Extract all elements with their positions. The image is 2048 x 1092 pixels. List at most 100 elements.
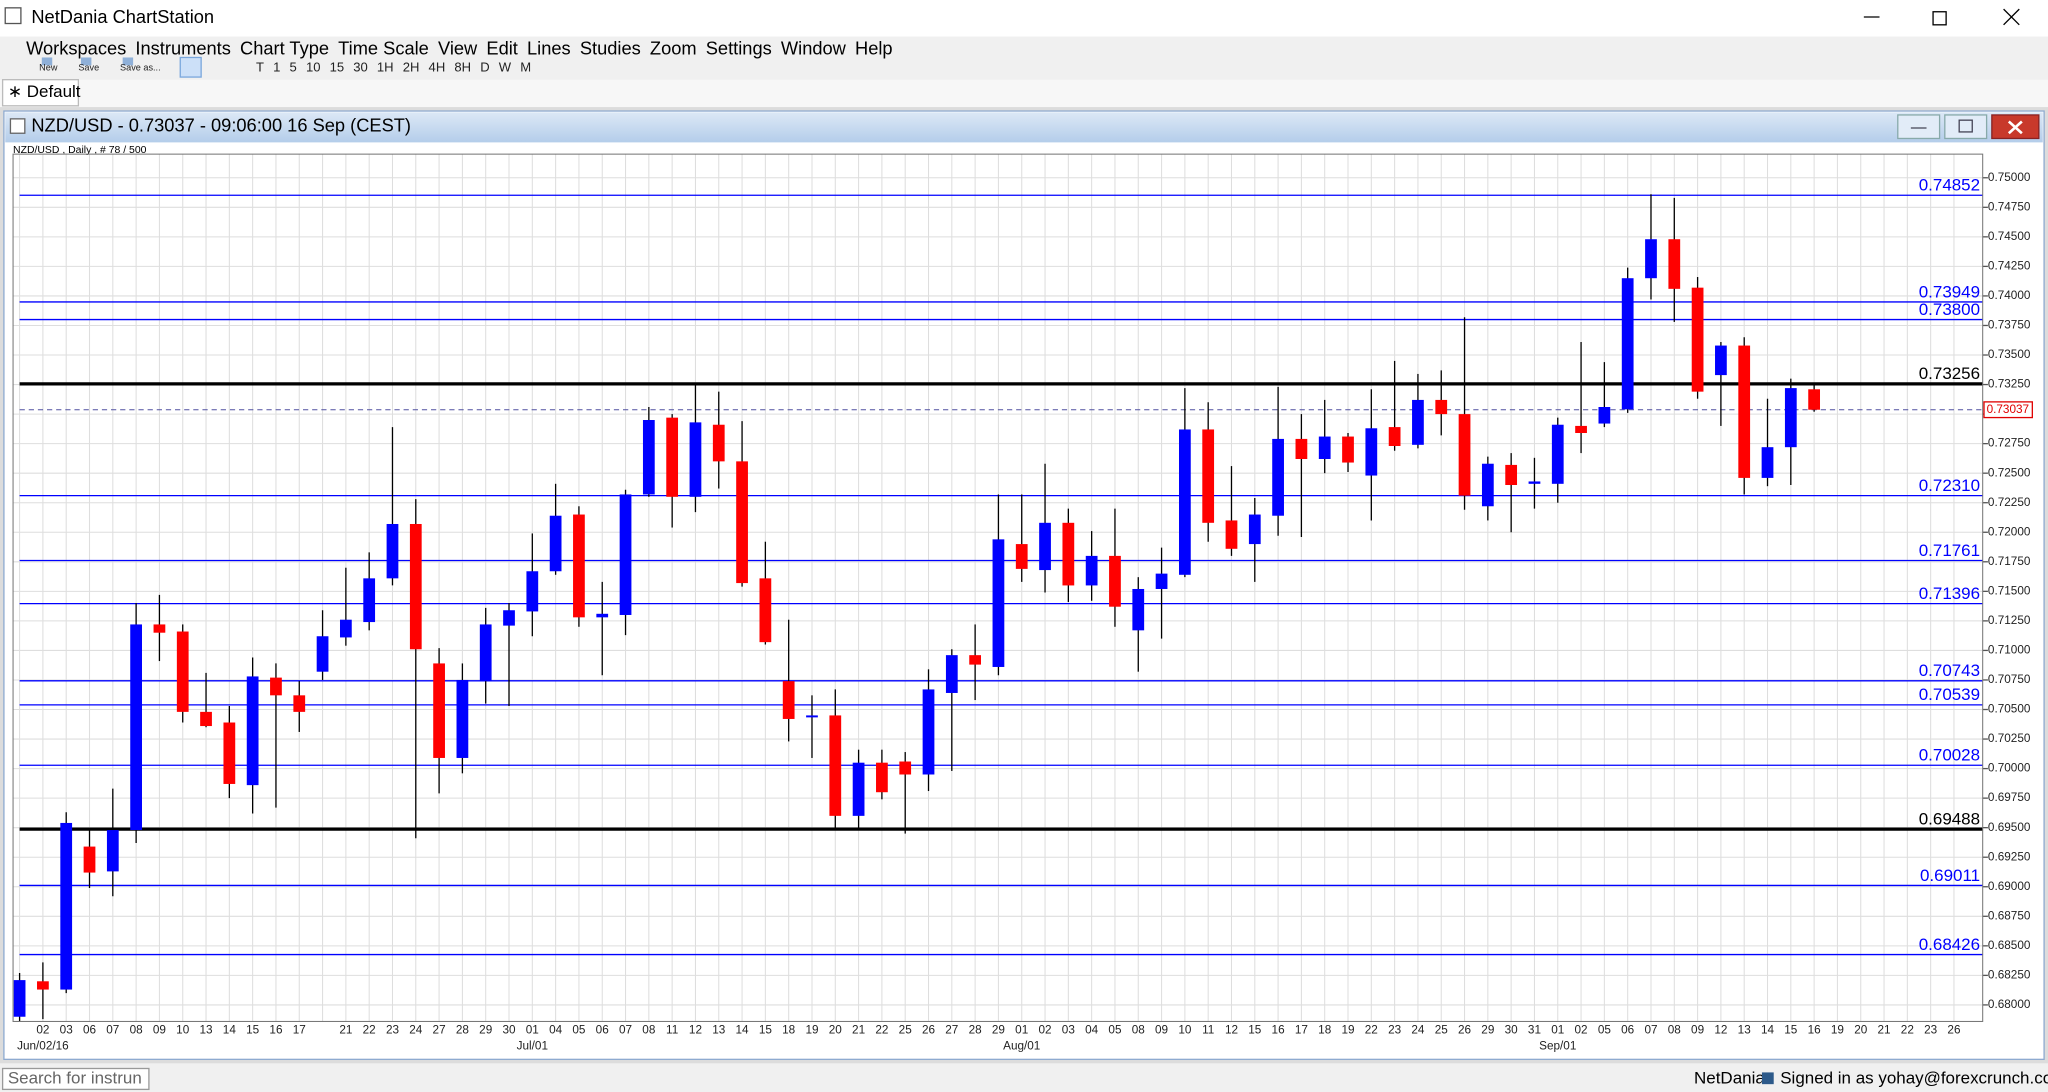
candle-body (1551, 424, 1564, 484)
timeframe-button[interactable]: T (256, 59, 264, 74)
x-tick-label: 17 (293, 1024, 306, 1037)
toolbar-icon[interactable] (80, 57, 92, 66)
x-tick-label: 12 (1714, 1024, 1727, 1037)
y-tick-label: 0.70250 (1988, 732, 2031, 745)
tab-label[interactable]: ∗ Default (8, 82, 81, 101)
restore-button[interactable] (1932, 11, 1947, 26)
timeframe-button[interactable]: 1H (377, 59, 394, 74)
menu-item[interactable]: Settings (706, 37, 772, 58)
tab[interactable] (1, 79, 80, 107)
level-label: 0.70028 (1919, 746, 1980, 765)
timeframe-button[interactable]: D (480, 59, 489, 74)
candle-body (666, 417, 679, 497)
search-box[interactable] (1, 1067, 150, 1091)
x-tick-label: 16 (1808, 1024, 1822, 1037)
toolbar-icon[interactable] (41, 57, 53, 66)
level-label: 0.71396 (1919, 584, 1980, 603)
timeframe-button[interactable]: W (499, 59, 512, 74)
x-tick-label: 16 (269, 1024, 283, 1037)
x-tick-label: 12 (689, 1024, 702, 1037)
y-tick-label: 0.72250 (1988, 496, 2031, 509)
candle-body (573, 514, 585, 618)
candle-body (106, 830, 119, 872)
brand: NetDania (1694, 1068, 1765, 1087)
candle-body (1155, 573, 1168, 589)
timeframe-button[interactable]: 30 (353, 59, 368, 74)
candle-body (1621, 278, 1634, 410)
candle-body (1062, 522, 1075, 586)
timeframe-button[interactable]: 5 (290, 59, 297, 74)
menu-item[interactable]: Workspaces (26, 37, 126, 58)
timeframe-button[interactable]: 2H (403, 59, 420, 74)
x-tick-label: 25 (1435, 1024, 1449, 1037)
x-tick-label: 03 (1062, 1024, 1076, 1037)
y-tick-label: 0.70000 (1988, 762, 2031, 775)
x-tick-label: 06 (596, 1024, 610, 1037)
x-tick-label: 31 (1528, 1024, 1541, 1037)
candle-body (339, 619, 352, 638)
menu-item[interactable]: View (438, 37, 478, 58)
x-tick-label: 27 (433, 1024, 446, 1037)
timeframe-button[interactable]: 10 (306, 59, 321, 74)
menu-item[interactable]: Chart Type (240, 37, 329, 58)
x-tick-label: 07 (619, 1024, 632, 1037)
menu-item[interactable]: Edit (486, 37, 517, 58)
x-tick-label: 23 (386, 1024, 400, 1037)
chart-window-title: NZD/USD - 0.73037 - 09:06:00 16 Sep (CES… (31, 115, 411, 136)
x-tick-label: 22 (1365, 1024, 1378, 1037)
candle-body (876, 762, 888, 793)
menu-item[interactable]: Window (781, 37, 847, 58)
level-label: 0.73949 (1919, 282, 1980, 301)
y-tick-label: 0.72750 (1988, 437, 2031, 450)
x-tick-label: 09 (1691, 1024, 1704, 1037)
x-tick-label: 20 (1854, 1024, 1868, 1037)
timeframe-button[interactable]: 8H (454, 59, 471, 74)
candle-body (176, 631, 189, 712)
x-tick-label: 14 (223, 1024, 237, 1037)
y-tick-label: 0.71000 (1988, 644, 2031, 657)
candle-body (922, 689, 935, 775)
menu-item[interactable]: Instruments (135, 37, 230, 58)
level-label: 0.71761 (1919, 541, 1980, 560)
month-label: Sep/01 (1539, 1039, 1576, 1052)
candle-body (1178, 429, 1191, 575)
x-tick-label: 19 (1831, 1024, 1844, 1037)
candle-body (1388, 427, 1401, 447)
close-button[interactable] (2003, 8, 2020, 26)
search-placeholder: Search for instrun (8, 1068, 142, 1087)
timeframe-button[interactable]: 1 (273, 59, 280, 74)
chart-restore[interactable] (1944, 114, 1988, 140)
x-tick-label: 24 (409, 1024, 423, 1037)
toolbar-icon[interactable] (122, 57, 134, 66)
candle-body (596, 613, 609, 618)
menu-item[interactable]: Studies (580, 37, 641, 58)
y-tick-label: 0.70750 (1988, 673, 2031, 686)
toolbar-selected[interactable] (179, 56, 202, 78)
chart-minimize[interactable] (1897, 114, 1941, 140)
menu-item[interactable]: Zoom (650, 37, 697, 58)
x-tick-label: 03 (60, 1024, 74, 1037)
timeframe-button[interactable]: 4H (429, 59, 446, 74)
timeframe-button[interactable]: M (520, 59, 531, 74)
timeframe-button[interactable]: 15 (330, 59, 345, 74)
menu-item[interactable]: Help (855, 37, 893, 58)
x-tick-label: 04 (549, 1024, 563, 1037)
y-tick-label: 0.73750 (1988, 319, 2031, 332)
level-label: 0.73256 (1919, 364, 1980, 383)
app-icon (4, 7, 22, 25)
candle-body (689, 422, 702, 497)
candle-body (153, 624, 166, 633)
menu-item[interactable]: Lines (527, 37, 571, 58)
candle-body (1085, 555, 1098, 586)
menu-item[interactable]: Time Scale (338, 37, 429, 58)
y-tick-label: 0.71250 (1988, 614, 2031, 627)
x-tick-label: 13 (199, 1024, 213, 1037)
y-tick-label: 0.74000 (1988, 289, 2031, 302)
candle-body (1738, 345, 1751, 478)
x-tick-label: 11 (1202, 1024, 1214, 1037)
x-tick-label: 01 (1551, 1024, 1564, 1037)
x-tick-label: 27 (945, 1024, 958, 1037)
candle-body (293, 695, 306, 712)
status-square (1761, 1072, 1774, 1085)
